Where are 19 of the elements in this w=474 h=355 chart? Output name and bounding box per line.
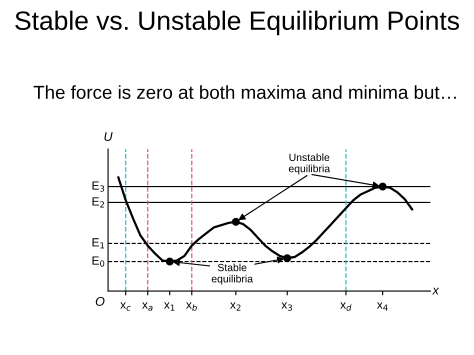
- x-tick-label: x$_{4}$: [376, 302, 388, 311]
- x-tick-label: x$_{3}$: [282, 302, 292, 311]
- ref-line-label: E$_{2}$: [92, 197, 104, 208]
- x-tick-label: x$_{1}$: [164, 302, 174, 311]
- x-tick-label: x$_{c}$: [120, 302, 131, 311]
- x-tick-label: x$_{2}$: [230, 302, 240, 311]
- chart-title: Stable vs. Unstable Equilibrium Points: [15, 10, 460, 36]
- ref-line-label: E$_{1}$: [92, 238, 104, 248]
- y-axis-title: U: [104, 132, 113, 141]
- ref-line-label: E$_{0}$: [92, 256, 104, 267]
- x-axis-title: x: [432, 288, 440, 294]
- ref-line-label: E$_{3}$: [92, 181, 104, 192]
- x-tick-label: x$_{a}$: [142, 302, 153, 311]
- text: Unstable equilibria: [288, 153, 330, 174]
- annotation: Stable equilibria: [212, 264, 253, 285]
- x-tick-label: x$_{d}$: [340, 302, 352, 311]
- text: O: [96, 296, 105, 306]
- x-tick-label: x$_{b}$: [186, 302, 197, 311]
- chart-subtitle: The force is zero at both maxima and minima but…: [34, 85, 456, 99]
